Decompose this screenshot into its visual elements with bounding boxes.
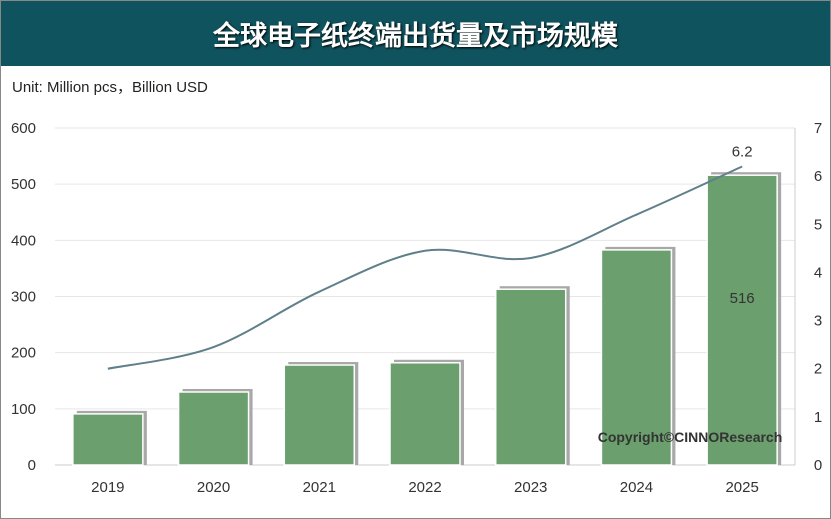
- bar-2023: [494, 288, 567, 466]
- y-left-tick-label: 600: [11, 120, 36, 137]
- bar-2020: [177, 391, 250, 466]
- y-left-tick-label: 200: [11, 345, 36, 362]
- y-right-tick-label: 7: [814, 120, 822, 137]
- bar-data-label: 516: [730, 290, 755, 307]
- y-left-tick-label: 500: [11, 176, 36, 193]
- y-right-tick-label: 4: [814, 264, 822, 281]
- x-tick-label: 2024: [620, 479, 653, 496]
- x-tick-label: 2019: [91, 479, 124, 496]
- bar-2025: [706, 174, 778, 466]
- x-tick-label: 2022: [408, 479, 441, 496]
- x-tick-label: 2021: [303, 479, 336, 496]
- y-right-tick-label: 2: [814, 361, 822, 378]
- y-right-tick-label: 6: [814, 168, 822, 185]
- y-left-tick-label: 400: [11, 232, 36, 249]
- unit-label: Unit: Million pcs，Billion USD: [12, 79, 208, 96]
- x-tick-label: 2020: [197, 479, 230, 496]
- chart-title: 全球电子纸终端出货量及市场规模: [1, 1, 830, 66]
- y-left-tick-label: 0: [28, 457, 36, 474]
- market-size-line: [107, 165, 743, 370]
- bar-2021: [283, 364, 356, 466]
- x-tick-label: 2023: [514, 479, 547, 496]
- y-right-tick-label: 0: [814, 457, 822, 474]
- bar-2024: [600, 249, 673, 466]
- y-left-tick-label: 100: [11, 401, 36, 418]
- line-data-label: 6.2: [732, 144, 753, 161]
- y-left-tick-label: 300: [11, 289, 36, 306]
- y-right-tick-label: 1: [814, 409, 822, 426]
- y-right-tick-label: 5: [814, 216, 822, 233]
- bar-2022: [389, 362, 461, 466]
- watermark: Copyright©CINNOResearch: [598, 429, 783, 445]
- bar-2019: [72, 413, 144, 466]
- y-right-tick-label: 3: [814, 313, 822, 330]
- x-tick-label: 2025: [725, 479, 758, 496]
